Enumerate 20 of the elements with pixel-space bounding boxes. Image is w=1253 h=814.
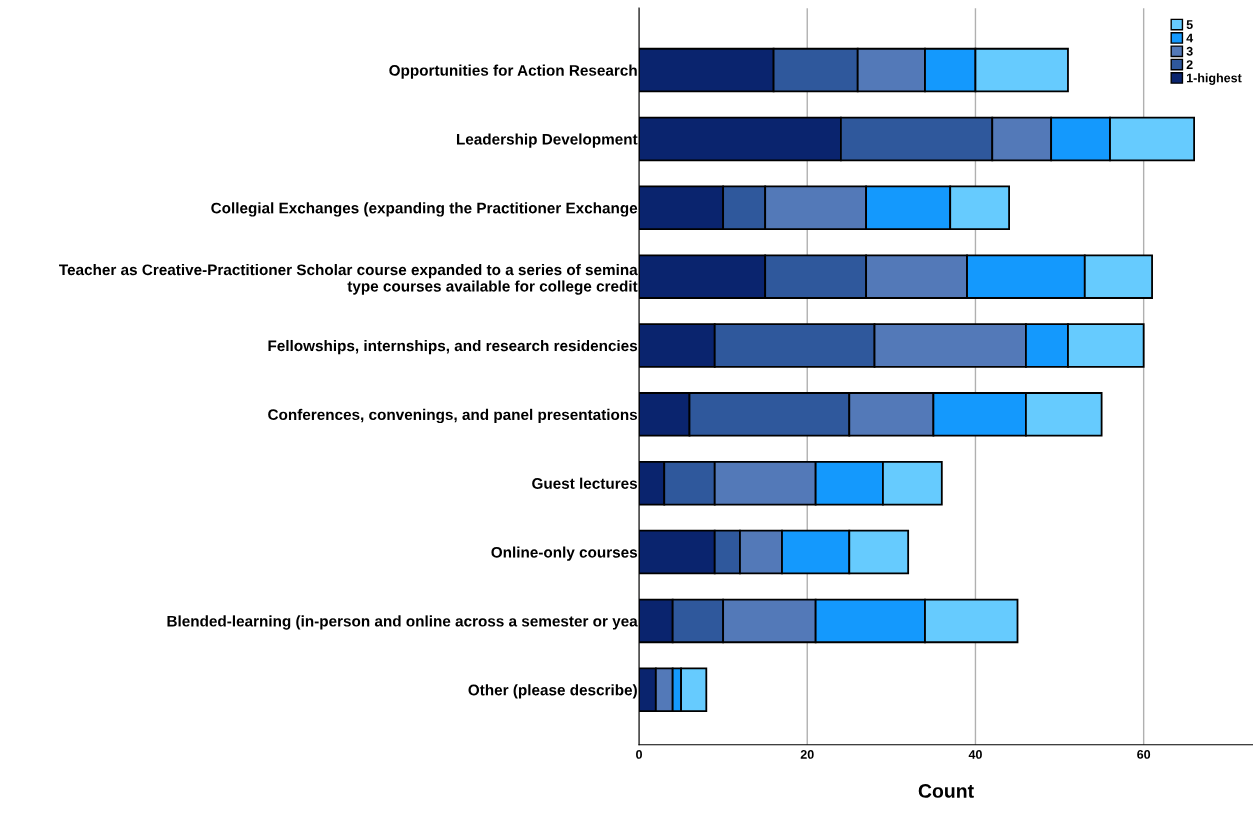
y-tick-label: Other (please describe) xyxy=(468,684,637,699)
legend-label: 2 xyxy=(1186,60,1193,69)
y-tick-label: Guest lectures xyxy=(532,477,638,489)
legend-label: 5 xyxy=(1186,20,1193,30)
y-tick-label: Collegial Exchanges (expanding the Practitioner Exchange xyxy=(211,202,638,217)
y-tick-label: Online-only courses xyxy=(491,546,638,561)
x-tick-label: 60 xyxy=(1137,750,1151,759)
x-axis-title: Count xyxy=(918,784,974,798)
legend-label: 1-highest xyxy=(1186,73,1242,85)
y-tick-label: Conferences, convenings, and panel presentations xyxy=(268,408,638,424)
y-tick-label: Blended-learning (in-person and online across a semester or yea xyxy=(167,615,638,630)
y-tick-label: Fellowships, internships, and research residencies xyxy=(268,339,638,355)
y-tick-label: Teacher as Creative-Practitioner Scholar course expanded to a series of semina type courses available for college credit xyxy=(59,263,638,295)
legend-label: 4 xyxy=(1186,33,1194,43)
x-tick-label: 0 xyxy=(636,750,642,759)
x-tick-label: 20 xyxy=(800,750,814,759)
y-tick-label: Opportunities for Action Research xyxy=(389,64,637,79)
legend-label: 3 xyxy=(1186,46,1193,56)
x-tick-label: 40 xyxy=(968,750,982,759)
y-tick-label: Leadership Development xyxy=(456,133,638,148)
